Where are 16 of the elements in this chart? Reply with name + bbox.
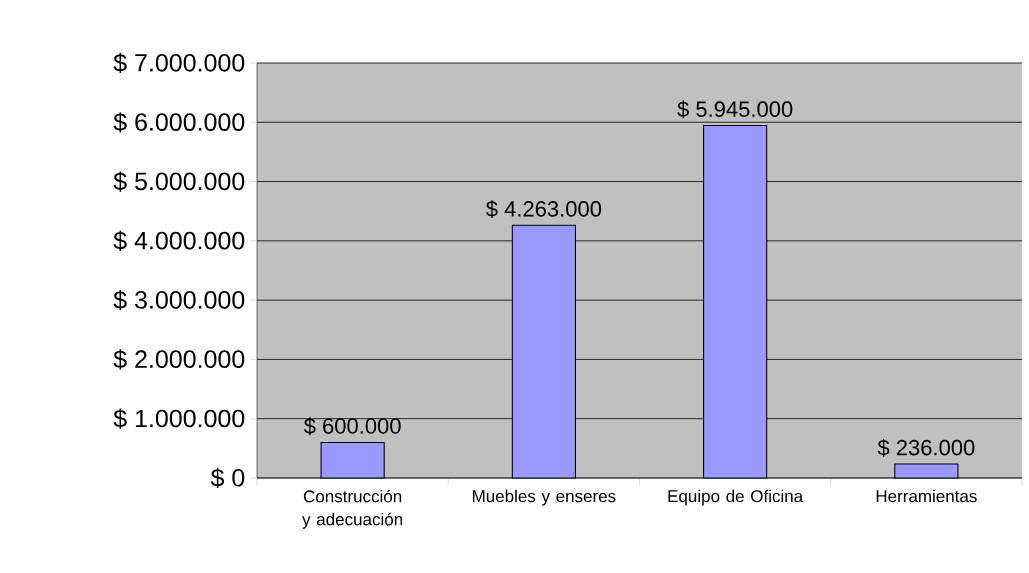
y-tick-label: $ 6.000.000 [113,112,245,133]
x-tick-label: Herramientas [876,489,977,503]
y-tick-label: $ 7.000.000 [113,52,245,74]
data-label: $ 236.000 [877,438,975,457]
y-tick-label: $ 1.000.000 [113,408,245,429]
x-tick-label: Muebles y enseres [472,489,616,506]
y-tick-label: $ 4.000.000 [113,230,245,251]
y-tick-label: $ 2.000.000 [113,349,245,370]
data-label: $ 600.000 [303,417,401,436]
x-tick-label: Equipo de Oficina [668,489,804,506]
y-tick-label: $ 3.000.000 [113,290,245,311]
y-tick-label: $ 5.000.000 [113,171,245,192]
data-label: $ 5.945.000 [677,100,793,119]
data-label: $ 4.263.000 [486,200,602,218]
y-tick-label: $ 0 [210,467,245,489]
x-tick-label: Construcción y adecuación [302,489,403,529]
